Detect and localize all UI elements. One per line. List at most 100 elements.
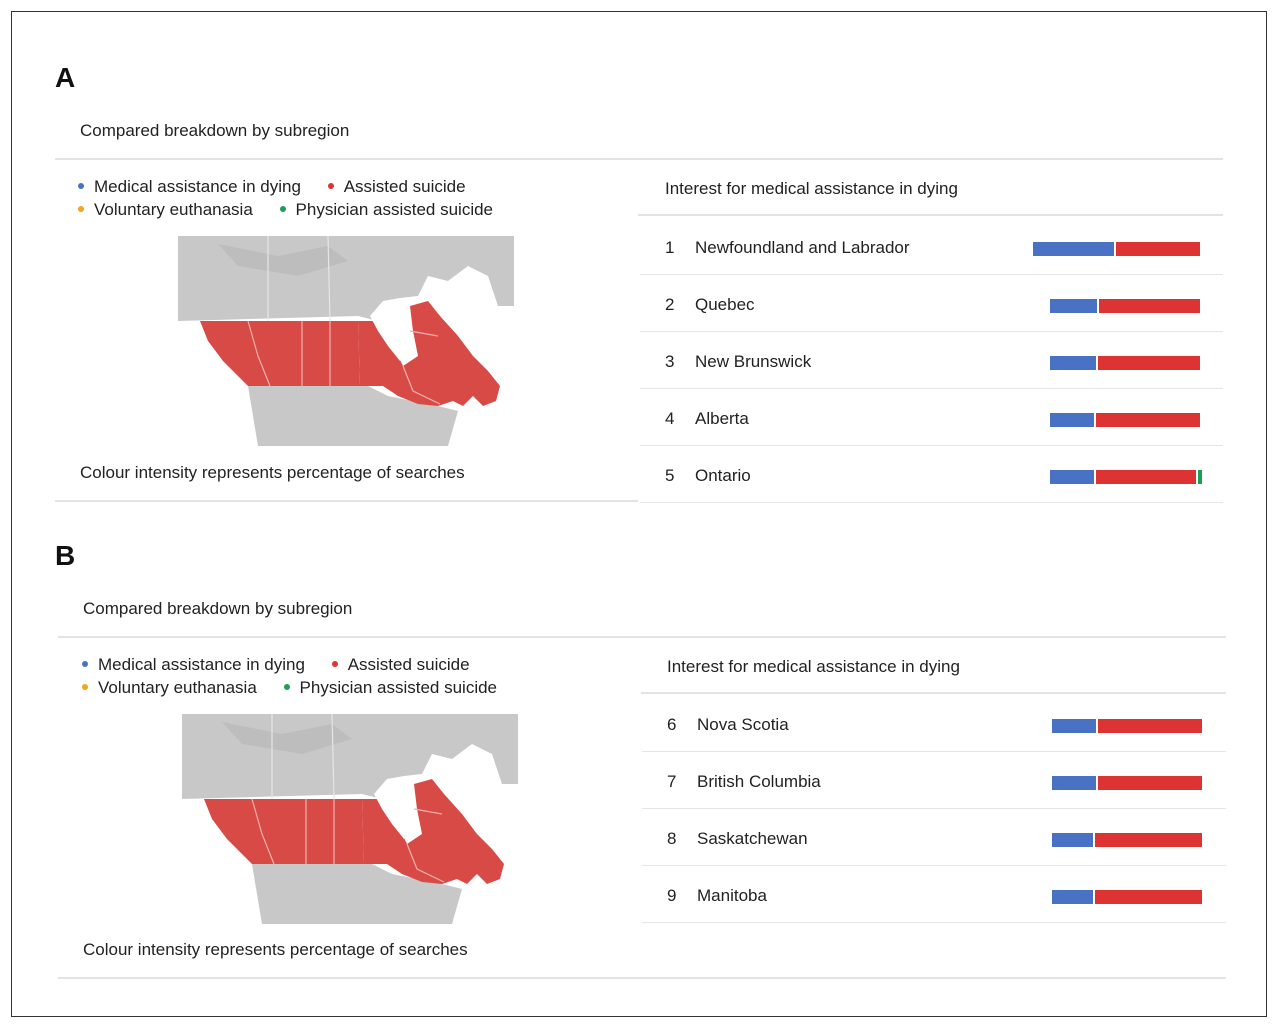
row-region-name: British Columbia xyxy=(697,772,821,791)
legend-label: Physician assisted suicide xyxy=(299,678,498,697)
legend: Medical assistance in dying Assisted sui… xyxy=(78,177,515,223)
row-rank: 7 xyxy=(667,772,677,791)
panel-letter-a: A xyxy=(55,62,76,93)
row-rank: 3 xyxy=(665,352,675,371)
bar-segment-assisted xyxy=(1096,470,1196,484)
legend-dot-icon xyxy=(82,661,88,668)
bar-segment-physician xyxy=(1197,470,1202,484)
bar-segment-assisted xyxy=(1098,719,1202,733)
panel-a-right-title: Interest for medical assistance in dying xyxy=(665,179,958,198)
row-rank: 8 xyxy=(667,829,677,848)
legend-dot-icon xyxy=(78,183,84,190)
legend-item-voluntary: Voluntary euthanasia xyxy=(78,200,253,220)
bar-segment-assisted xyxy=(1097,356,1200,370)
bar-segment-medical xyxy=(1049,299,1098,313)
canada-map xyxy=(178,236,514,446)
ranking-row[interactable]: 7 British Columbia xyxy=(642,752,1226,809)
ranking-row[interactable]: 9 Manitoba xyxy=(642,866,1226,923)
ranking-row[interactable]: 4 Alberta xyxy=(640,389,1223,446)
bar-segment-assisted xyxy=(1096,413,1200,427)
map-territory-shape xyxy=(218,244,348,276)
row-region-name: Saskatchewan xyxy=(697,829,808,848)
legend-item-assisted: Assisted suicide xyxy=(327,177,466,197)
bar-segment-assisted xyxy=(1095,833,1202,847)
ranking-row[interactable]: 1 Newfoundland and Labrador xyxy=(640,218,1223,275)
row-region-name: Newfoundland and Labrador xyxy=(695,238,910,257)
divider xyxy=(55,500,638,502)
divider xyxy=(58,977,1226,979)
map-eastern-provinces xyxy=(362,779,504,884)
panel-b-title: Compared breakdown by subregion xyxy=(83,599,353,618)
ranking-row[interactable]: 2 Quebec xyxy=(640,275,1223,332)
bar-segment-medical xyxy=(1051,890,1094,904)
bar-segment-medical xyxy=(1049,356,1096,370)
legend-item-physician: Physician assisted suicide xyxy=(283,678,498,698)
legend-item-voluntary: Voluntary euthanasia xyxy=(82,678,257,698)
ranking-row[interactable]: 8 Saskatchewan xyxy=(642,809,1226,866)
breakdown-bar xyxy=(1051,719,1202,733)
map-territory-border xyxy=(267,236,331,322)
legend-dot-icon xyxy=(331,661,338,668)
legend-label: Assisted suicide xyxy=(343,177,466,196)
bar-segment-assisted xyxy=(1095,890,1202,904)
panel-letter-b: B xyxy=(55,540,76,571)
map-province-borders xyxy=(251,798,335,865)
row-region-name: Nova Scotia xyxy=(697,715,789,734)
map-province-borders-east xyxy=(402,330,441,405)
map-province-borders xyxy=(247,320,331,387)
row-region-name: Alberta xyxy=(695,409,749,428)
breakdown-bar xyxy=(1049,470,1202,484)
map-hudson-bay xyxy=(370,298,410,361)
ranking-row[interactable]: 6 Nova Scotia xyxy=(642,695,1226,752)
legend-label: Assisted suicide xyxy=(347,655,470,674)
legend-item-medical: Medical assistance in dying xyxy=(82,655,305,675)
divider xyxy=(641,692,1226,694)
map-eastern-provinces xyxy=(358,301,500,406)
bar-segment-medical xyxy=(1051,776,1097,790)
legend: Medical assistance in dying Assisted sui… xyxy=(82,655,519,701)
ranking-row[interactable]: 3 New Brunswick xyxy=(640,332,1223,389)
legend-label: Medical assistance in dying xyxy=(98,655,305,674)
panel-a-title: Compared breakdown by subregion xyxy=(80,121,350,140)
legend-dot-icon xyxy=(279,206,286,213)
bar-segment-medical xyxy=(1049,470,1095,484)
legend-label: Physician assisted suicide xyxy=(295,200,494,219)
bar-segment-medical xyxy=(1051,719,1097,733)
ranking-row[interactable]: 5 Ontario xyxy=(640,446,1223,503)
row-region-name: Manitoba xyxy=(697,886,767,905)
bar-segment-assisted xyxy=(1099,299,1200,313)
breakdown-bar xyxy=(1051,833,1202,847)
map-western-provinces xyxy=(204,799,364,864)
bar-segment-medical xyxy=(1033,242,1114,256)
bar-segment-medical xyxy=(1051,833,1094,847)
legend-label: Voluntary euthanasia xyxy=(98,678,257,697)
legend-item-medical: Medical assistance in dying xyxy=(78,177,301,197)
legend-label: Medical assistance in dying xyxy=(94,177,301,196)
breakdown-bar xyxy=(1049,299,1200,313)
legend-label: Voluntary euthanasia xyxy=(94,200,253,219)
panel-b-right-title: Interest for medical assistance in dying xyxy=(667,657,960,676)
legend-dot-icon xyxy=(327,183,334,190)
map-province-borders-east xyxy=(406,808,445,883)
map-western-provinces xyxy=(200,321,360,386)
legend-dot-icon xyxy=(82,684,88,691)
map-caption: Colour intensity represents percentage o… xyxy=(80,463,465,482)
canada-map xyxy=(182,714,518,924)
row-rank: 6 xyxy=(667,715,677,734)
breakdown-bar xyxy=(1033,242,1200,256)
bar-segment-assisted xyxy=(1098,776,1202,790)
divider xyxy=(58,636,1226,638)
map-usa-land xyxy=(248,386,458,446)
legend-item-physician: Physician assisted suicide xyxy=(279,200,494,220)
bar-segment-medical xyxy=(1049,413,1095,427)
row-region-name: Ontario xyxy=(695,466,751,485)
row-rank: 2 xyxy=(665,295,675,314)
row-rank: 4 xyxy=(665,409,675,428)
map-hudson-bay xyxy=(374,776,414,839)
row-rank: 9 xyxy=(667,886,677,905)
map-territory-border xyxy=(271,714,335,800)
breakdown-bar xyxy=(1049,413,1200,427)
breakdown-bar xyxy=(1049,356,1200,370)
bar-segment-assisted xyxy=(1115,242,1200,256)
breakdown-bar xyxy=(1051,776,1202,790)
